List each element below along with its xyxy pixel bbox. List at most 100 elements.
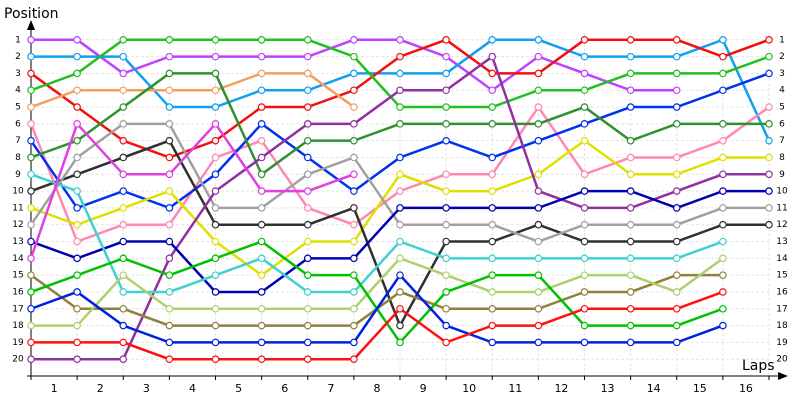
point <box>257 187 266 195</box>
point <box>303 254 312 263</box>
point <box>303 304 312 313</box>
point <box>165 36 174 44</box>
point <box>396 103 404 111</box>
point <box>488 187 497 195</box>
point <box>27 338 35 347</box>
point <box>303 86 312 95</box>
point <box>119 304 128 313</box>
point <box>350 187 358 195</box>
point <box>442 136 450 145</box>
point <box>765 103 773 111</box>
point <box>350 120 358 128</box>
point <box>350 86 358 95</box>
point <box>73 103 81 111</box>
point <box>719 237 727 246</box>
point <box>73 220 81 229</box>
point <box>396 237 404 246</box>
point <box>303 288 312 296</box>
point <box>534 187 543 195</box>
point <box>119 254 128 263</box>
point <box>27 36 35 44</box>
point <box>442 52 450 61</box>
point <box>303 355 312 363</box>
y-tick-label-right: 18 <box>776 321 788 331</box>
point <box>211 170 220 179</box>
point <box>257 103 266 111</box>
point <box>580 321 589 330</box>
point <box>303 187 312 195</box>
point <box>719 86 727 95</box>
point <box>626 237 635 246</box>
point <box>27 120 35 128</box>
point <box>626 338 635 347</box>
y-tick-label-right: 11 <box>776 203 787 213</box>
point <box>442 304 450 313</box>
point <box>350 271 358 279</box>
point <box>626 204 635 212</box>
point <box>119 153 128 162</box>
point <box>211 52 220 61</box>
point <box>442 271 450 279</box>
point <box>73 120 81 128</box>
point <box>626 288 635 296</box>
point <box>765 52 773 61</box>
point <box>396 170 404 179</box>
point <box>257 304 266 313</box>
point <box>442 220 450 229</box>
point <box>626 254 635 263</box>
y-tick-label-right: 4 <box>779 86 785 96</box>
point <box>257 136 266 145</box>
point <box>765 36 773 44</box>
point <box>672 220 681 229</box>
point <box>442 170 450 179</box>
y-tick-label: 18 <box>12 321 24 331</box>
point <box>350 36 358 44</box>
point <box>534 237 543 246</box>
point <box>211 120 220 128</box>
point <box>119 69 128 78</box>
point <box>442 321 450 330</box>
point <box>73 69 81 78</box>
point <box>211 271 220 279</box>
point <box>580 304 589 313</box>
point <box>488 237 497 246</box>
point <box>580 254 589 263</box>
y-tick-label-right: 19 <box>776 338 788 348</box>
point <box>303 338 312 347</box>
point <box>672 103 681 111</box>
point <box>350 304 358 313</box>
y-tick-label-right: 16 <box>776 287 788 297</box>
point <box>350 170 358 179</box>
point <box>165 103 174 111</box>
point <box>303 103 312 111</box>
point <box>211 321 220 330</box>
point <box>534 321 543 330</box>
point <box>396 304 404 313</box>
point <box>488 86 497 95</box>
point <box>719 36 727 44</box>
point <box>165 338 174 347</box>
point <box>350 321 358 330</box>
point <box>396 86 404 95</box>
point <box>488 204 497 212</box>
point <box>165 86 174 95</box>
point <box>396 187 404 195</box>
series-line <box>29 121 355 259</box>
point <box>257 170 266 179</box>
point <box>211 187 220 195</box>
point <box>165 321 174 330</box>
point <box>765 69 773 78</box>
point <box>119 103 128 111</box>
point <box>765 220 773 229</box>
point <box>73 355 81 363</box>
point <box>257 254 266 263</box>
point <box>165 136 174 145</box>
point <box>119 271 128 279</box>
point <box>165 237 174 246</box>
point <box>257 86 266 95</box>
point <box>119 187 128 195</box>
point <box>27 187 35 195</box>
y-tick-label: 5 <box>15 103 21 113</box>
point <box>119 338 128 347</box>
y-tick-label-right: 14 <box>776 254 788 264</box>
